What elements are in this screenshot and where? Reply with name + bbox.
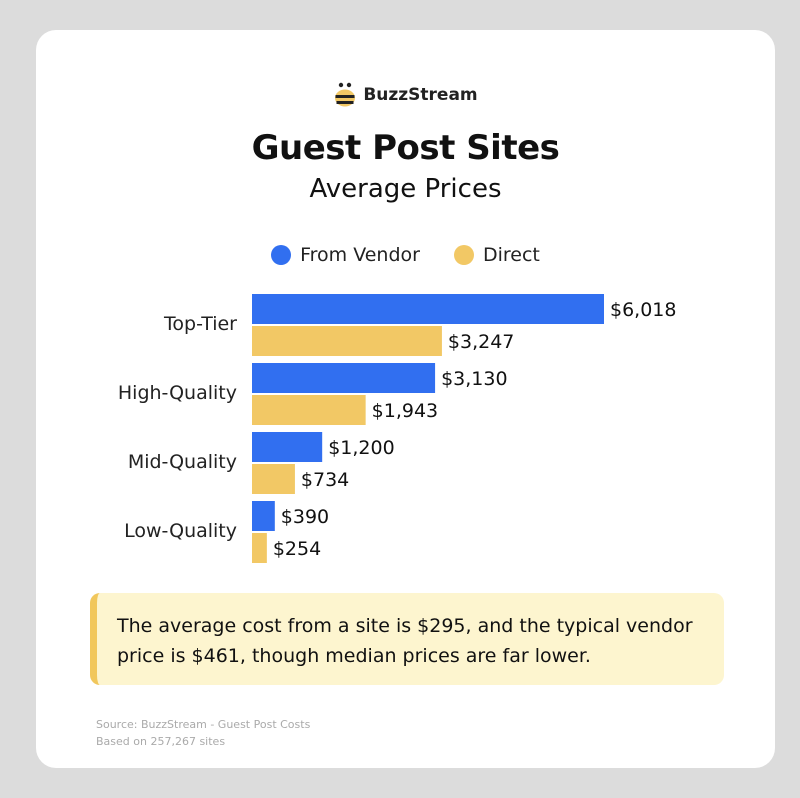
data-label: $1,200	[328, 437, 394, 459]
bar-direct	[252, 395, 366, 425]
data-label: $3,247	[448, 331, 514, 353]
data-label: $734	[301, 469, 349, 491]
chart-legend: From Vendor Direct	[36, 244, 775, 266]
legend-item-vendor: From Vendor	[271, 244, 420, 266]
bar-vendor	[252, 294, 604, 324]
category-label: Top-Tier	[163, 313, 237, 335]
infographic-card: BuzzStream Guest Post Sites Average Pric…	[36, 30, 775, 768]
legend-item-direct: Direct	[453, 244, 540, 266]
chart-title: Guest Post Sites	[251, 128, 560, 168]
brand-name: BuzzStream	[363, 85, 478, 105]
bee-icon	[335, 82, 356, 107]
category-label: Mid-Quality	[128, 451, 237, 473]
legend-label-vendor: From Vendor	[300, 244, 420, 266]
category-label: High-Quality	[118, 382, 237, 404]
data-label: $1,943	[372, 400, 438, 422]
data-label: $254	[273, 538, 321, 560]
data-label: $3,130	[441, 368, 507, 390]
data-label: $6,018	[610, 299, 676, 321]
bar-direct	[252, 533, 267, 563]
chart-subtitle: Average Prices	[309, 174, 502, 204]
bar-vendor	[252, 363, 436, 393]
bar-vendor	[252, 501, 275, 531]
bar-chart: Top-Tier$6,018$3,247High-Quality$3,130$1…	[118, 294, 676, 563]
source-line: Source: BuzzStream - Guest Post Costs	[96, 718, 311, 731]
bar-direct	[252, 326, 442, 356]
category-label: Low-Quality	[124, 520, 237, 542]
brand-logo: BuzzStream	[36, 82, 775, 108]
legend-label-direct: Direct	[482, 244, 540, 266]
bar-direct	[252, 464, 295, 494]
data-label: $390	[281, 506, 329, 528]
bar-vendor	[252, 432, 323, 462]
legend-dot-vendor	[271, 245, 292, 265]
callout-box: The average cost from a site is $295, an…	[90, 593, 724, 685]
sample-size-line: Based on 257,267 sites	[96, 735, 226, 748]
callout-text: The average cost from a site is $295, an…	[117, 615, 693, 667]
source-note: Source: BuzzStream - Guest Post Costs Ba…	[96, 716, 310, 750]
legend-dot-direct	[453, 245, 474, 265]
